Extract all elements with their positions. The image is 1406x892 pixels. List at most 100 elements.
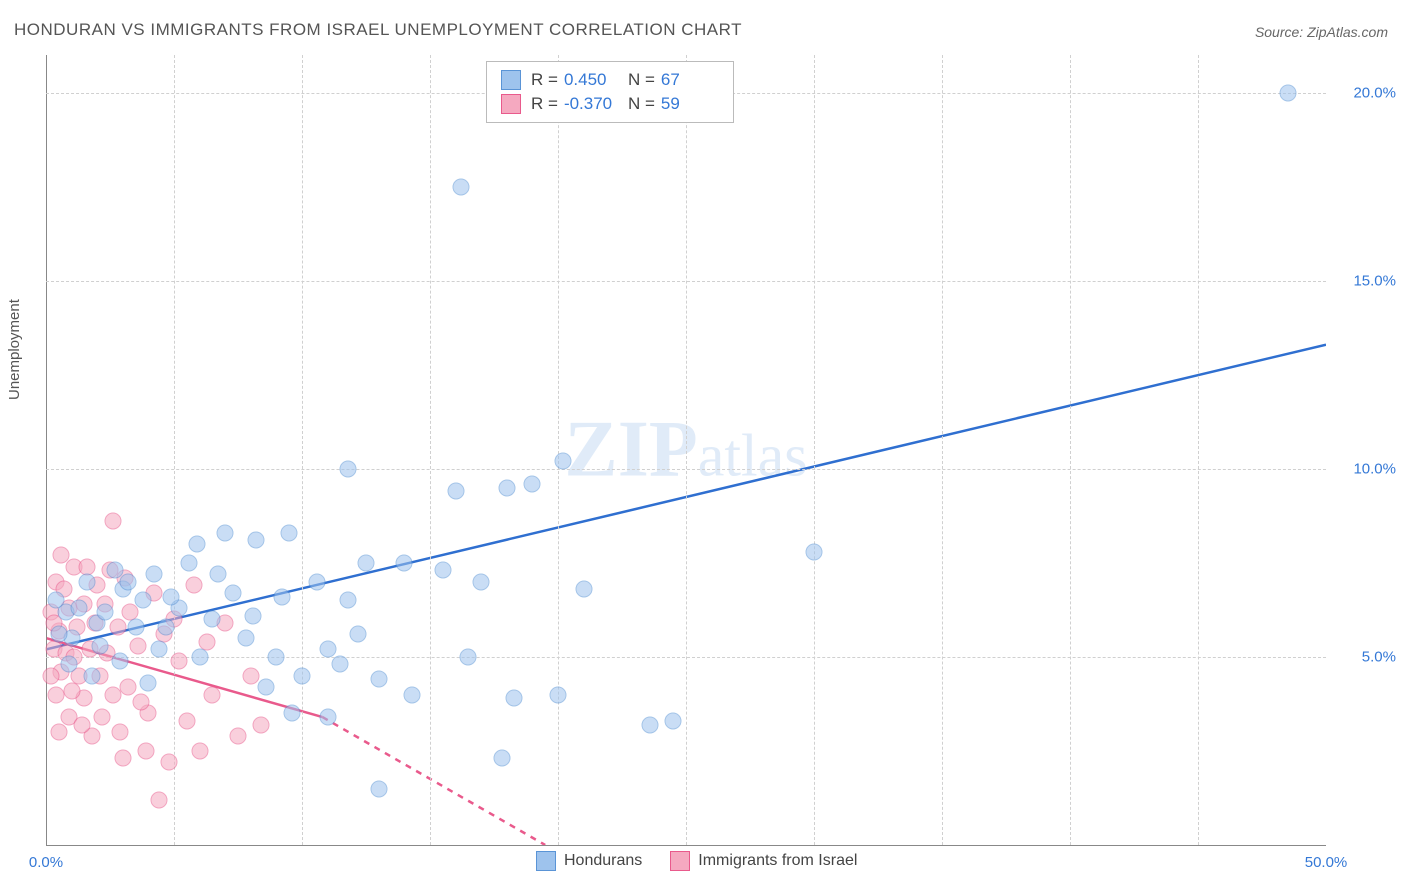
data-point: [209, 566, 226, 583]
data-point: [150, 641, 167, 658]
data-point: [506, 690, 523, 707]
watermark-zip: ZIP: [564, 406, 697, 494]
gridline-horizontal: [46, 657, 1326, 658]
data-point: [119, 573, 136, 590]
data-point: [150, 791, 167, 808]
data-point: [181, 554, 198, 571]
watermark-atlas: atlas: [698, 423, 808, 489]
swatch-hondurans: [536, 851, 556, 871]
n-label: N =: [628, 68, 655, 92]
data-point: [189, 536, 206, 553]
data-point: [350, 626, 367, 643]
data-point: [404, 686, 421, 703]
legend-label-hondurans: Hondurans: [564, 852, 642, 870]
legend-label-israel: Immigrants from Israel: [698, 852, 857, 870]
y-tick-label: 15.0%: [1353, 272, 1396, 289]
n-value-hondurans: 67: [661, 68, 719, 92]
y-tick-label: 10.0%: [1353, 460, 1396, 477]
legend-item-israel: Immigrants from Israel: [670, 851, 857, 871]
data-point: [332, 656, 349, 673]
gridline-vertical: [558, 55, 559, 845]
data-point: [48, 592, 65, 609]
legend-correlation-box: R = 0.450 N = 67 R = -0.370 N = 59: [486, 61, 734, 123]
r-value-hondurans: 0.450: [564, 68, 622, 92]
data-point: [319, 709, 336, 726]
y-axis-line: [46, 55, 47, 845]
data-point: [130, 637, 147, 654]
data-point: [258, 679, 275, 696]
data-point: [91, 637, 108, 654]
r-value-israel: -0.370: [564, 92, 622, 116]
data-point: [281, 524, 298, 541]
data-point: [48, 686, 65, 703]
data-point: [309, 573, 326, 590]
data-point: [237, 630, 254, 647]
gridline-vertical: [1198, 55, 1199, 845]
data-point: [73, 716, 90, 733]
swatch-hondurans: [501, 70, 521, 90]
data-point: [294, 667, 311, 684]
data-point: [191, 742, 208, 759]
data-point: [396, 554, 413, 571]
trendline: [322, 717, 545, 845]
data-point: [370, 671, 387, 688]
data-point: [370, 780, 387, 797]
gridline-vertical: [430, 55, 431, 845]
data-point: [137, 742, 154, 759]
data-point: [50, 626, 67, 643]
plot-area: ZIPatlas 5.0%10.0%15.0%20.0%0.0%50.0%: [46, 55, 1326, 845]
y-axis-label: Unemployment: [6, 299, 23, 400]
data-point: [575, 581, 592, 598]
data-point: [204, 686, 221, 703]
legend-row-hondurans: R = 0.450 N = 67: [501, 68, 719, 92]
data-point: [524, 475, 541, 492]
data-point: [191, 648, 208, 665]
data-point: [112, 724, 129, 741]
data-point: [104, 686, 121, 703]
data-point: [145, 566, 162, 583]
swatch-israel: [501, 94, 521, 114]
data-point: [114, 750, 131, 767]
data-point: [94, 709, 111, 726]
data-point: [340, 460, 357, 477]
gridline-vertical: [942, 55, 943, 845]
data-point: [493, 750, 510, 767]
data-point: [163, 588, 180, 605]
data-point: [217, 524, 234, 541]
data-point: [555, 453, 572, 470]
data-point: [473, 573, 490, 590]
data-point: [158, 618, 175, 635]
data-point: [160, 754, 177, 771]
data-point: [119, 679, 136, 696]
y-tick-label: 20.0%: [1353, 84, 1396, 101]
data-point: [107, 562, 124, 579]
data-point: [104, 513, 121, 530]
data-point: [96, 603, 113, 620]
data-point: [71, 600, 88, 617]
data-point: [642, 716, 659, 733]
data-point: [283, 705, 300, 722]
chart-title: HONDURAN VS IMMIGRANTS FROM ISRAEL UNEMP…: [14, 20, 742, 40]
gridline-horizontal: [46, 281, 1326, 282]
data-point: [253, 716, 270, 733]
gridline-vertical: [1070, 55, 1071, 845]
data-point: [112, 652, 129, 669]
r-label: R =: [531, 68, 558, 92]
data-point: [127, 618, 144, 635]
data-point: [135, 592, 152, 609]
source-attribution: Source: ZipAtlas.com: [1255, 24, 1388, 40]
data-point: [498, 479, 515, 496]
data-point: [665, 712, 682, 729]
data-point: [178, 712, 195, 729]
legend-item-hondurans: Hondurans: [536, 851, 642, 871]
n-label: N =: [628, 92, 655, 116]
data-point: [245, 607, 262, 624]
data-point: [452, 178, 469, 195]
swatch-israel: [670, 851, 690, 871]
data-point: [319, 641, 336, 658]
data-point: [84, 667, 101, 684]
data-point: [447, 483, 464, 500]
data-point: [204, 611, 221, 628]
r-label: R =: [531, 92, 558, 116]
data-point: [132, 694, 149, 711]
